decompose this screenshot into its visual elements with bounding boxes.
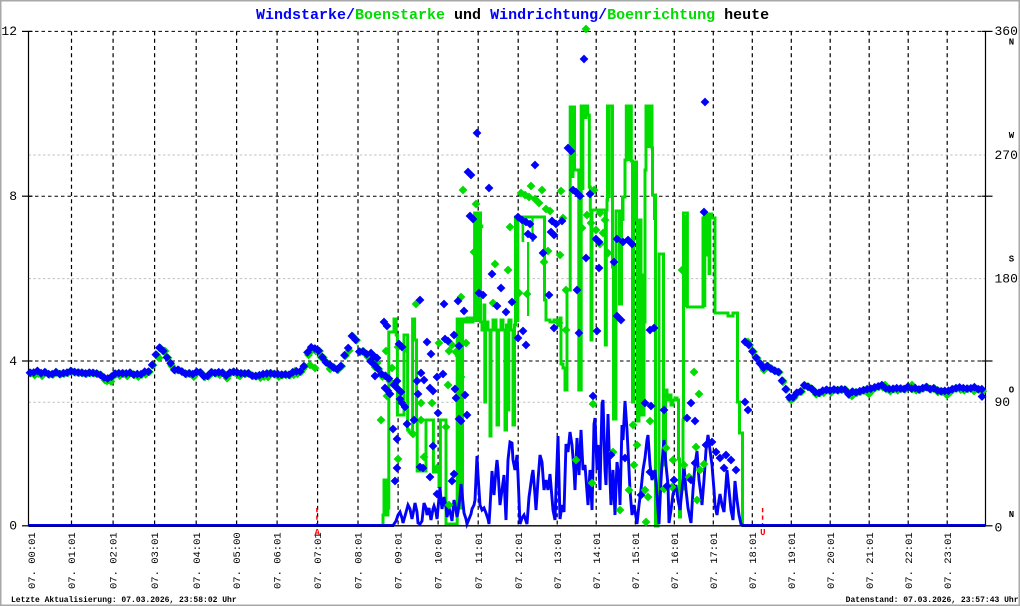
svg-text:A: A (314, 528, 320, 538)
svg-text:07. 16:01: 07. 16:01 (670, 532, 682, 589)
svg-text:Datenstand: 07.03.2026, 23:57:: Datenstand: 07.03.2026, 23:57:43 Uhr (846, 596, 1019, 605)
svg-text:Letzte Aktualisierung: 07.03.2: Letzte Aktualisierung: 07.03.2026, 23:58… (11, 596, 237, 605)
svg-text:07. 05:00: 07. 05:00 (232, 532, 244, 589)
svg-text:90: 90 (995, 395, 1011, 410)
svg-text:07. 23:01: 07. 23:01 (943, 532, 955, 589)
svg-text:07. 01:01: 07. 01:01 (67, 532, 79, 589)
svg-text:07. 14:01: 07. 14:01 (592, 532, 604, 589)
svg-text:W: W (1009, 131, 1015, 141)
svg-text:12: 12 (1, 24, 17, 39)
svg-text:07. 09:01: 07. 09:01 (394, 532, 406, 589)
svg-text:O: O (1009, 386, 1015, 396)
svg-text:180: 180 (995, 271, 1018, 286)
svg-text:07. 08:01: 07. 08:01 (354, 532, 366, 589)
svg-text:07. 19:01: 07. 19:01 (787, 532, 799, 589)
svg-text:270: 270 (995, 148, 1018, 163)
svg-text:07. 22:01: 07. 22:01 (904, 532, 916, 589)
svg-text:07. 12:01: 07. 12:01 (514, 532, 526, 589)
svg-text:07. 04:01: 07. 04:01 (192, 532, 204, 589)
svg-text:4: 4 (9, 354, 17, 369)
svg-text:N: N (1009, 38, 1014, 48)
svg-text:07. 13:01: 07. 13:01 (553, 532, 565, 589)
svg-text:8: 8 (9, 189, 17, 204)
svg-text:N: N (1009, 510, 1014, 520)
svg-text:0: 0 (9, 519, 17, 534)
svg-text:07. 21:01: 07. 21:01 (865, 532, 877, 589)
svg-text:07. 03:01: 07. 03:01 (150, 532, 162, 589)
svg-text:360: 360 (995, 24, 1018, 39)
svg-text:07. 02:01: 07. 02:01 (109, 532, 121, 589)
svg-text:07. 18:01: 07. 18:01 (748, 532, 760, 589)
svg-text:07. 10:01: 07. 10:01 (434, 532, 446, 589)
svg-text:0: 0 (995, 521, 1003, 536)
svg-text:07. 15:01: 07. 15:01 (631, 532, 643, 589)
svg-text:07. 11:01: 07. 11:01 (474, 532, 486, 589)
svg-text:Windstarke/Boenstarke und Wind: Windstarke/Boenstarke und Windrichtung/B… (256, 7, 769, 24)
svg-text:07. 00:01: 07. 00:01 (27, 532, 39, 589)
svg-text:S: S (1009, 255, 1015, 265)
svg-text:U: U (760, 528, 765, 538)
svg-text:07. 20:01: 07. 20:01 (826, 532, 838, 589)
svg-text:07. 07:01: 07. 07:01 (313, 532, 325, 589)
svg-text:07. 17:01: 07. 17:01 (709, 532, 721, 589)
svg-text:07. 06:01: 07. 06:01 (273, 532, 285, 589)
